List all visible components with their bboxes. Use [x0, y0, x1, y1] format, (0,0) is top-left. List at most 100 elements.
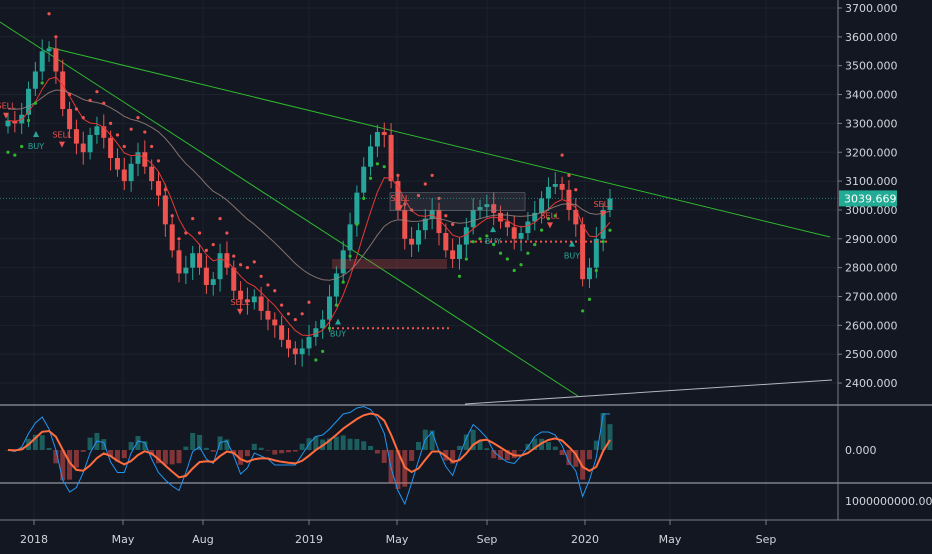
candle-body [67, 109, 72, 129]
sar-dot [27, 119, 30, 122]
macd-histogram-bar [334, 437, 339, 450]
candle-body [197, 253, 202, 267]
candle-body [519, 233, 524, 239]
sell-signal-label: SELL [390, 194, 410, 203]
sar-dot [266, 283, 269, 286]
macd-histogram-bar [457, 446, 462, 450]
sar-dot [287, 312, 290, 315]
sar-dot [225, 231, 228, 234]
candle-body [204, 268, 209, 285]
sar-dot [136, 116, 139, 119]
candle-body [135, 152, 140, 164]
time-tick-label: Aug [192, 533, 213, 546]
sar-dot [595, 269, 598, 272]
macd-histogram-bar [135, 436, 140, 450]
sar-dot [355, 223, 358, 226]
candle-body [94, 126, 99, 135]
candle-body [560, 184, 565, 190]
candle-body [320, 320, 325, 329]
sar-dot [130, 128, 133, 131]
candle-body [553, 184, 558, 187]
sar-dot [171, 214, 174, 217]
candle-body [498, 213, 503, 222]
sar-dot [177, 237, 180, 240]
macd-histogram-bar [272, 450, 277, 455]
macd-histogram-bar [553, 447, 558, 450]
macd-histogram-bar [368, 446, 373, 450]
sar-dot [294, 318, 297, 321]
macd-histogram-bar [259, 448, 264, 450]
sar-dot [198, 231, 201, 234]
candle-body [74, 129, 79, 143]
candle-body [88, 135, 93, 152]
sar-dot [396, 174, 399, 177]
candle-body [211, 279, 216, 285]
candle-body [129, 164, 134, 181]
macd-histogram-bar [375, 450, 380, 453]
sar-dot [314, 358, 317, 361]
sar-dot [68, 93, 71, 96]
candle-body [272, 320, 277, 326]
sar-dot [232, 255, 235, 258]
sar-dot [444, 214, 447, 217]
sar-dot [519, 263, 522, 266]
candle-body [409, 239, 414, 245]
sar-dot [280, 304, 283, 307]
sar-dot [54, 35, 57, 38]
time-tick-label: 2019 [295, 533, 323, 546]
time-tick-label: May [386, 533, 409, 546]
candle-body [252, 297, 257, 303]
macd-histogram-bar [601, 413, 606, 450]
price-tick-label: 3700.000 [845, 2, 898, 15]
price-tick-label: 3600.000 [845, 31, 898, 44]
sar-dot [376, 162, 379, 165]
macd-histogram-bar [416, 442, 421, 450]
candle-body [265, 311, 270, 320]
macd-histogram-bar [293, 450, 298, 452]
supply-zone [332, 259, 447, 269]
buy-signal-label: BUY [485, 237, 501, 246]
sar-dot [260, 275, 263, 278]
sar-dot [561, 154, 564, 157]
macd-histogram-bar [190, 433, 195, 450]
macd-histogram-bar [245, 450, 250, 456]
candle-body [594, 239, 599, 268]
macd-histogram-bar [183, 447, 188, 450]
price-tick-label: 3500.000 [845, 60, 898, 73]
price-tick-label: 2500.000 [845, 348, 898, 361]
sar-dot [588, 298, 591, 301]
sar-dot [47, 12, 50, 15]
sar-dot [95, 90, 98, 93]
sell-signal-label: SELL [52, 131, 72, 140]
sar-dot [239, 263, 242, 266]
macd-histogram-bar [74, 450, 79, 468]
sar-dot [307, 301, 310, 304]
sar-dot [246, 266, 249, 269]
macd-histogram-bar [286, 450, 291, 452]
candle-body [471, 210, 476, 227]
macd-zero-label: 0.000 [845, 444, 877, 457]
candle-body [457, 245, 462, 259]
volume-axis-label: 1000000000.000 [845, 495, 932, 508]
price-tick-label: 3200.000 [845, 146, 898, 159]
candle-body [279, 325, 284, 339]
macd-histogram-bar [348, 439, 353, 450]
candle-body [163, 196, 168, 225]
sar-dot [41, 81, 44, 84]
price-tick-label: 2400.000 [845, 377, 898, 390]
candle-body [53, 48, 58, 71]
sar-dot [383, 165, 386, 168]
sar-dot [212, 243, 215, 246]
sar-dot [526, 252, 529, 255]
macd-histogram-bar [88, 438, 93, 450]
macd-histogram-bar [587, 450, 592, 459]
candle-body [587, 268, 592, 280]
sar-dot [157, 159, 160, 162]
sar-dot [273, 289, 276, 292]
macd-histogram-bar [409, 450, 414, 461]
candle-body [177, 250, 182, 273]
sar-dot [602, 240, 605, 243]
